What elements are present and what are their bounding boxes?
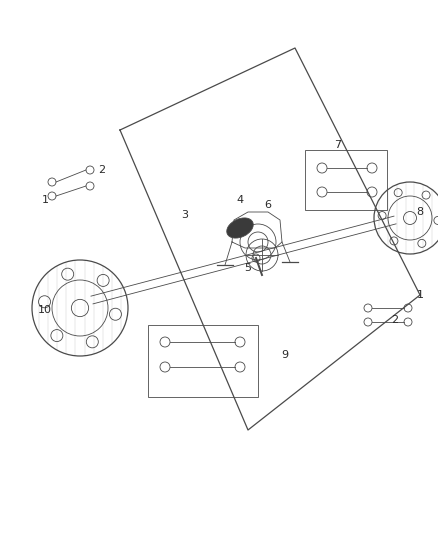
Text: 4: 4 [237, 195, 244, 205]
Bar [305, 150, 387, 210]
Ellipse shape [227, 218, 253, 238]
Text: 2: 2 [392, 315, 399, 325]
Text: 1: 1 [42, 195, 49, 205]
Text: 5: 5 [244, 263, 251, 273]
Text: 9: 9 [282, 350, 289, 360]
Text: 7: 7 [335, 140, 342, 150]
Text: 10: 10 [38, 305, 52, 315]
Text: 1: 1 [417, 290, 424, 300]
Text: 3: 3 [181, 210, 188, 220]
Text: 2: 2 [99, 165, 106, 175]
Text: 8: 8 [417, 207, 424, 217]
Text: 6: 6 [265, 200, 272, 210]
Bar [148, 325, 258, 397]
